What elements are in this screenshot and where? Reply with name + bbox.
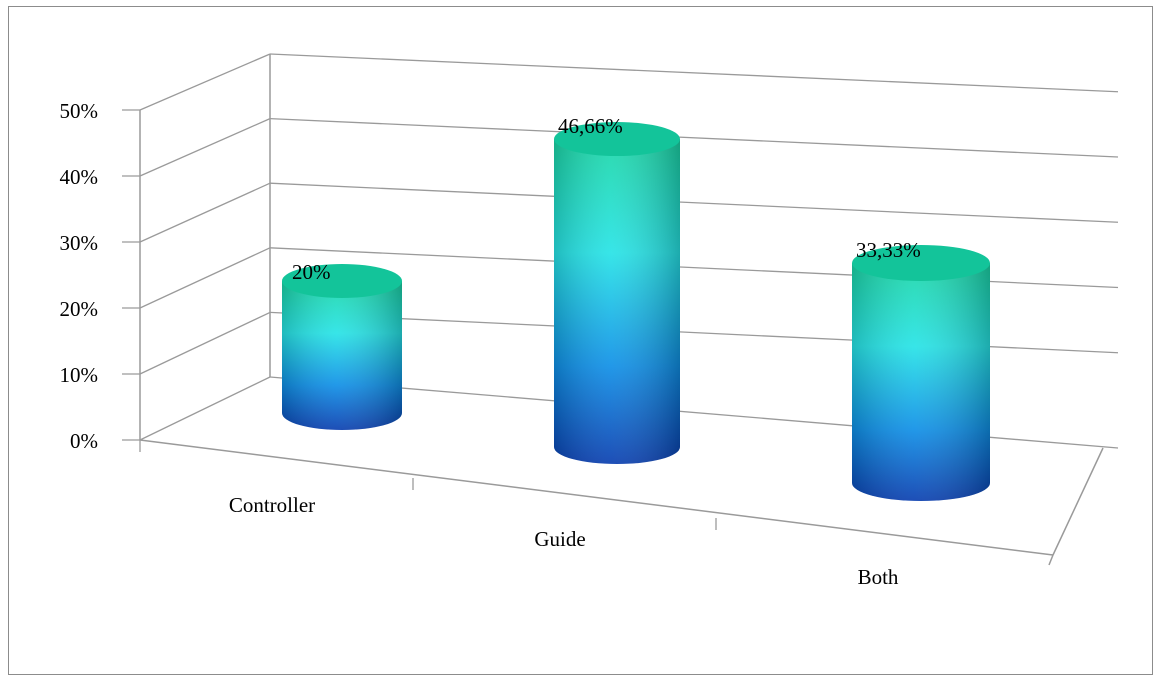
cylinder-shading xyxy=(852,263,990,501)
side-gridline xyxy=(139,376,271,441)
x-axis-front-edge xyxy=(139,439,1054,556)
cylinder-bar xyxy=(282,264,402,430)
back-gridline xyxy=(269,117,1119,158)
side-gridline xyxy=(139,53,271,111)
y-tick-label: 0% xyxy=(70,429,98,453)
cylinder-top xyxy=(282,264,402,298)
cylinder-shading xyxy=(554,139,680,464)
bar-layer xyxy=(282,122,990,501)
y-tick-label: 10% xyxy=(60,363,99,387)
cylinder-bar xyxy=(554,122,680,464)
axis-layer xyxy=(139,54,1104,566)
y-tick-label: 30% xyxy=(60,231,99,255)
floor-right-edge xyxy=(1052,447,1104,556)
side-gridline xyxy=(139,118,271,177)
cylinder-top xyxy=(554,122,680,157)
side-gridline xyxy=(139,182,271,243)
category-label: Both xyxy=(858,565,899,589)
data-label: 33,33% xyxy=(856,238,921,262)
data-label: 46,66% xyxy=(558,114,623,138)
y-tick-label: 20% xyxy=(60,297,99,321)
data-label: 20% xyxy=(292,260,331,284)
y-tick-label: 50% xyxy=(60,99,99,123)
cylinder-top xyxy=(852,245,990,282)
side-gridline xyxy=(139,247,271,309)
cylinder-bar xyxy=(852,245,990,501)
category-label: Controller xyxy=(229,493,315,517)
category-label: Guide xyxy=(534,527,585,551)
back-gridline xyxy=(269,53,1119,93)
side-gridline xyxy=(139,311,271,375)
y-tick-label: 40% xyxy=(60,165,99,189)
cylinder-shading xyxy=(282,281,402,430)
x-axis-tick xyxy=(1048,554,1054,566)
back-gridline xyxy=(269,182,1119,223)
label-layer: 0% 10% 20% 30% 40% 50% 20% 46,66% 33,33% Controll… xyxy=(60,99,921,589)
